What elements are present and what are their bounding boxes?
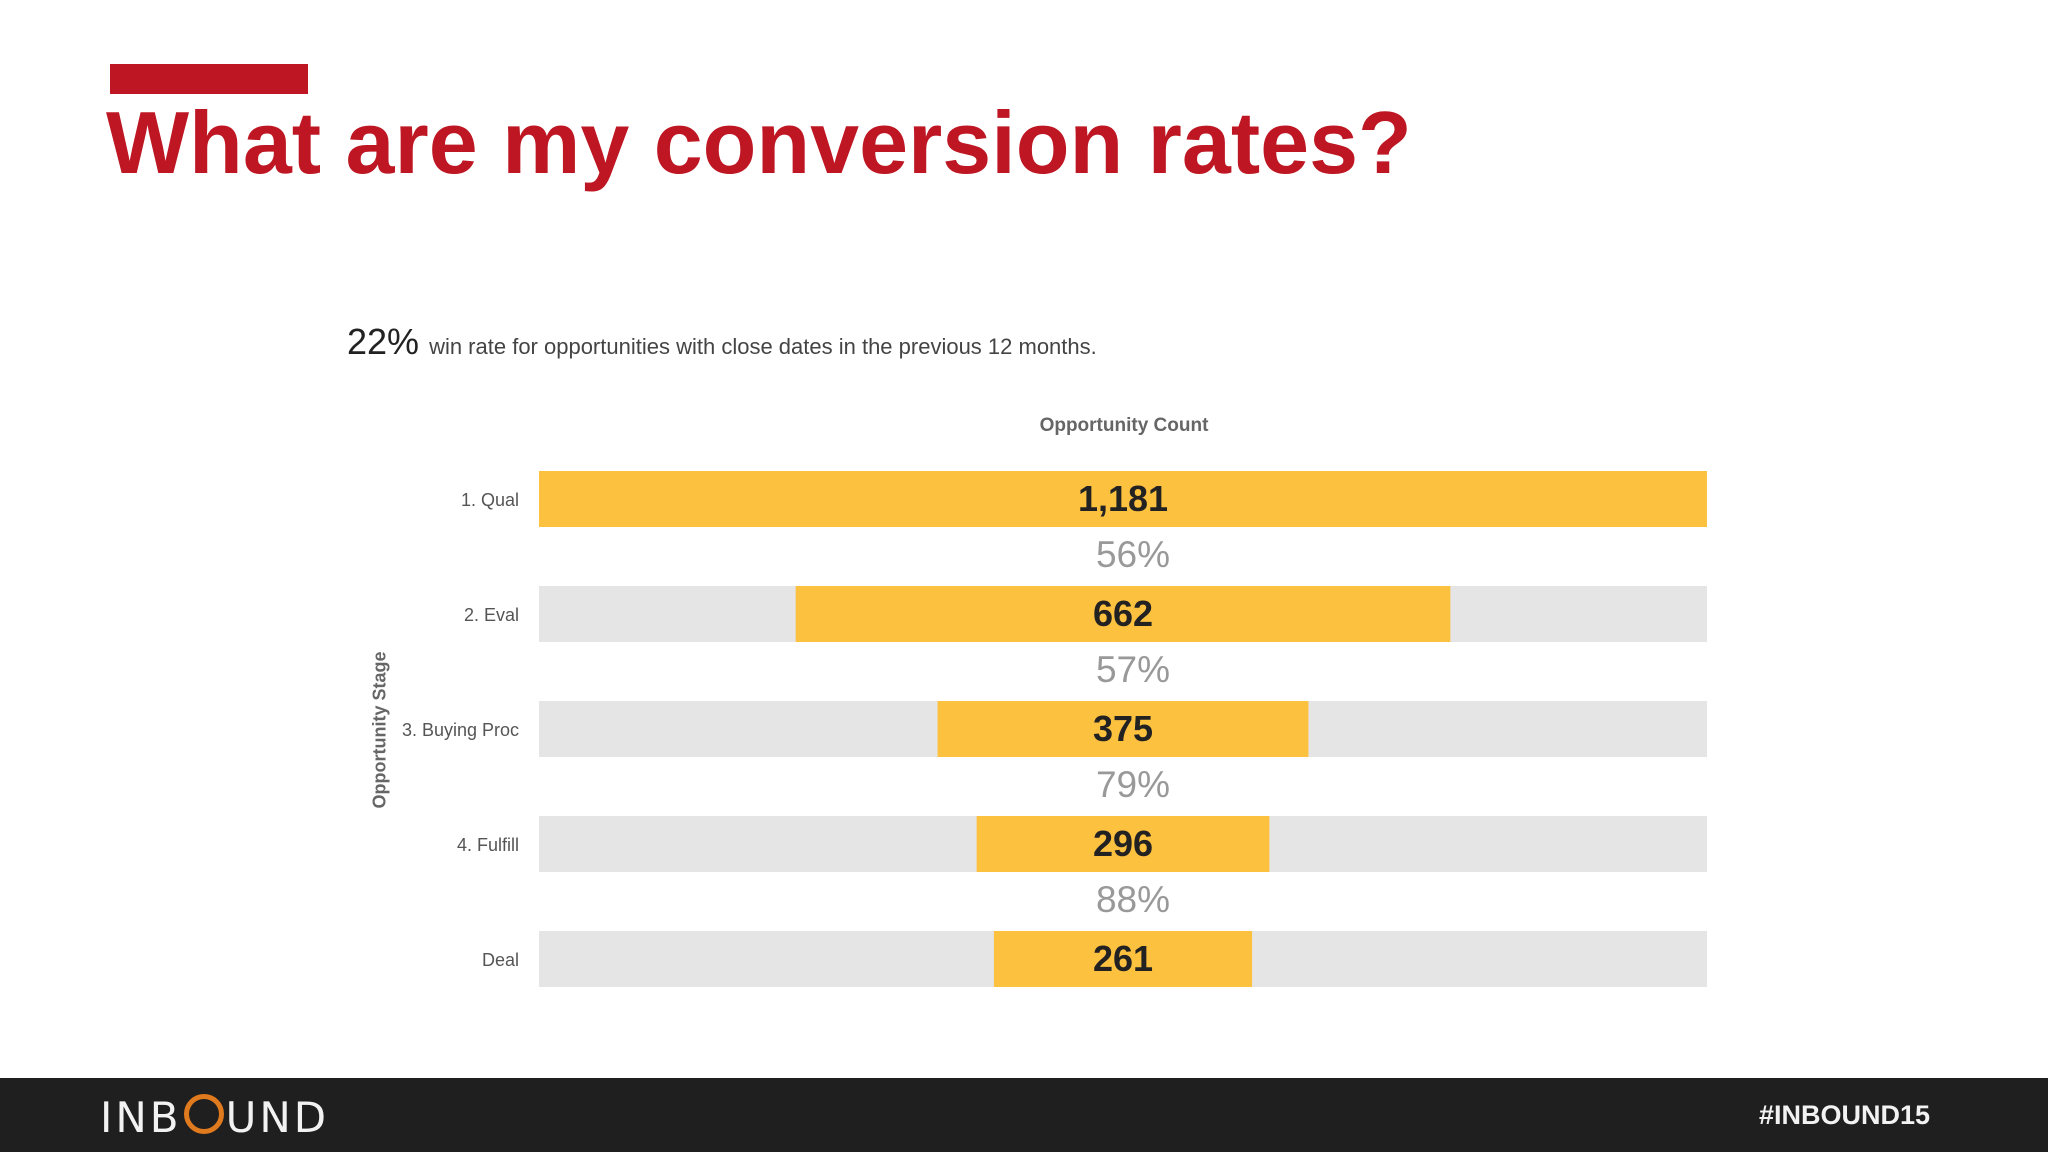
bar-2 — [937, 701, 1309, 757]
win-rate-value: 22% — [347, 321, 420, 362]
conversion-rate-label-0: 56% — [1096, 534, 1170, 575]
inbound-logo: INB UND — [100, 1093, 329, 1142]
slide-title: What are my conversion rates? — [106, 93, 1412, 192]
conversion-rate-label-3: 88% — [1096, 879, 1170, 920]
event-hashtag: #INBOUND15 — [1758, 1100, 1930, 1130]
funnel-chart: 1,181 1. Qual 56% 662 2. Eval 57% 375 3. Buying… — [402, 471, 1707, 987]
bar-value-label-4: 261 — [1093, 938, 1153, 979]
bar-value-label-3: 296 — [1093, 823, 1153, 864]
category-label-4: Deal — [482, 950, 519, 970]
bar-1 — [795, 586, 1451, 642]
bar-value-label-0: 1,181 — [1078, 478, 1168, 519]
category-label-0: 1. Qual — [461, 490, 519, 510]
footer-bar: INB UND #INBOUND15 — [0, 1078, 2048, 1152]
bar-value-label-2: 375 — [1093, 708, 1153, 749]
logo-ring-icon — [183, 1094, 224, 1134]
bar-3 — [976, 816, 1270, 872]
category-label-1: 2. Eval — [464, 605, 519, 625]
conversion-rate-label-2: 79% — [1096, 764, 1170, 805]
bar-value-label-1: 662 — [1093, 593, 1153, 634]
logo-text-left: INB — [100, 1093, 182, 1142]
bar-4 — [993, 931, 1253, 987]
category-label-2: 3. Buying Proc — [402, 720, 519, 740]
x-axis-title: Opportunity Count — [1039, 415, 1209, 436]
win-rate-headline: 22% win rate for opportunities with close… — [347, 324, 1107, 364]
bar-0 — [539, 471, 1707, 527]
title-accent-bar — [110, 64, 308, 94]
win-rate-text: win rate for opportunities with close da… — [429, 334, 1097, 359]
category-label-3: 4. Fulfill — [457, 835, 519, 855]
logo-text-right: UND — [225, 1093, 330, 1142]
conversion-rate-label-1: 57% — [1096, 649, 1170, 690]
